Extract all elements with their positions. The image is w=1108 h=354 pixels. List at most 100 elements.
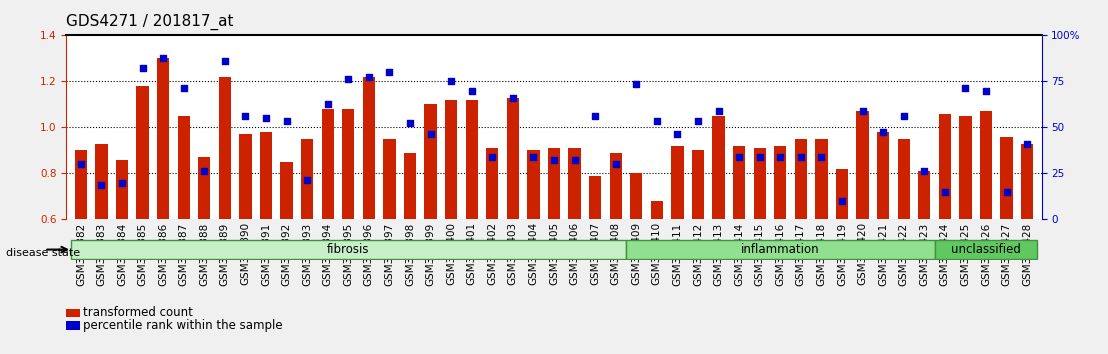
Bar [342, 109, 355, 354]
Point [360, 74, 378, 80]
Point [216, 58, 234, 63]
Bar [897, 139, 910, 354]
Bar [445, 100, 458, 354]
Bar [362, 77, 375, 354]
Bar [301, 139, 314, 354]
Bar [691, 150, 705, 354]
FancyBboxPatch shape [71, 240, 626, 259]
Point [566, 157, 584, 162]
Text: unclassified: unclassified [951, 243, 1020, 256]
Text: GDS4271 / 201817_at: GDS4271 / 201817_at [66, 14, 234, 30]
Point [154, 56, 172, 61]
Bar [218, 77, 232, 354]
Point [175, 85, 193, 91]
Bar [66, 321, 81, 330]
Bar [465, 100, 478, 354]
Bar [815, 139, 828, 354]
Point [319, 102, 337, 107]
Point [607, 161, 625, 167]
Point [915, 168, 933, 174]
Bar [198, 157, 211, 354]
Bar [568, 148, 581, 354]
Point [339, 76, 357, 82]
Point [380, 69, 398, 75]
Bar [979, 111, 992, 354]
FancyBboxPatch shape [934, 240, 1037, 259]
Bar [589, 176, 602, 354]
Point [524, 154, 542, 160]
Point [195, 168, 213, 174]
Bar [630, 173, 643, 354]
Point [1018, 141, 1036, 146]
Point [936, 189, 954, 195]
Bar [960, 116, 972, 354]
Point [545, 157, 563, 162]
Bar [527, 150, 540, 354]
Point [648, 118, 666, 123]
Bar [753, 148, 766, 354]
Bar [774, 146, 787, 354]
Bar [403, 153, 417, 354]
Bar [919, 171, 931, 354]
Bar [177, 116, 189, 354]
Point [956, 85, 974, 91]
Bar [650, 201, 663, 354]
Point [483, 154, 501, 160]
Bar [116, 160, 129, 354]
Bar [260, 132, 273, 354]
Bar [856, 111, 869, 354]
Point [422, 131, 440, 137]
Bar [1001, 137, 1013, 354]
Point [853, 108, 871, 114]
Bar [424, 104, 437, 354]
Bar [671, 146, 684, 354]
Bar [239, 134, 252, 354]
Point [298, 177, 316, 183]
Point [668, 131, 686, 137]
Bar [66, 309, 81, 317]
Bar [938, 114, 951, 354]
Bar [876, 132, 890, 354]
Bar [95, 143, 107, 354]
Point [442, 79, 460, 84]
Point [710, 108, 728, 114]
Bar [136, 86, 148, 354]
Text: percentile rank within the sample: percentile rank within the sample [83, 319, 283, 332]
Bar [321, 109, 334, 354]
Bar [835, 169, 848, 354]
FancyBboxPatch shape [626, 240, 934, 259]
Point [504, 95, 522, 101]
Bar [486, 148, 499, 354]
Point [113, 180, 131, 185]
Point [627, 81, 645, 87]
Point [895, 113, 913, 119]
Point [792, 154, 810, 160]
Bar [794, 139, 807, 354]
Text: disease state: disease state [6, 248, 80, 258]
Point [72, 161, 90, 167]
Point [833, 198, 851, 204]
Bar [280, 162, 293, 354]
Bar [733, 146, 746, 354]
Point [771, 154, 789, 160]
Point [134, 65, 152, 70]
Point [93, 182, 111, 188]
Point [257, 115, 275, 121]
Bar [547, 148, 561, 354]
Text: transformed count: transformed count [83, 307, 193, 319]
Text: inflammation: inflammation [741, 243, 820, 256]
Point [689, 118, 707, 123]
Bar [383, 139, 396, 354]
Point [730, 154, 748, 160]
Bar [74, 150, 88, 354]
Bar [506, 98, 519, 354]
Point [874, 129, 892, 135]
Point [278, 118, 296, 123]
Point [401, 120, 419, 126]
Bar [157, 58, 170, 354]
Point [463, 88, 481, 93]
Bar [1020, 143, 1034, 354]
Bar [712, 116, 725, 354]
Point [997, 189, 1015, 195]
Point [751, 154, 769, 160]
